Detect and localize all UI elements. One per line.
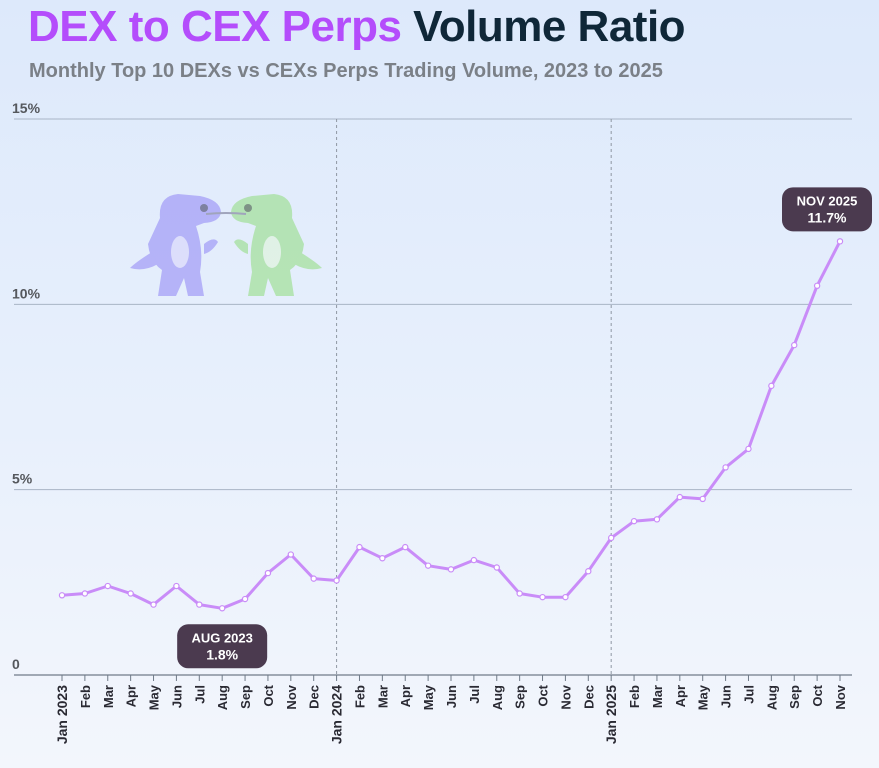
- x-tick-label: Feb: [352, 685, 367, 708]
- data-point: [447, 566, 455, 573]
- data-point: [585, 568, 592, 575]
- data-point: [813, 282, 821, 289]
- data-point: [402, 543, 409, 551]
- callout-month: AUG 2023: [191, 630, 252, 645]
- data-point: [150, 601, 157, 608]
- data-point: [379, 555, 386, 562]
- x-tick-label: Apr: [673, 685, 688, 707]
- callout-value: 1.8%: [206, 646, 238, 662]
- x-tick-label: Jan 2024: [329, 685, 345, 744]
- x-tick-label: Jun: [169, 685, 184, 708]
- data-point: [333, 577, 340, 584]
- x-tick-label: Sep: [238, 685, 253, 709]
- callout-box: [177, 624, 268, 669]
- x-tick-label: Mar: [650, 685, 665, 708]
- data-point: [81, 590, 89, 597]
- data-point: [791, 341, 798, 349]
- callout-box: [782, 187, 872, 232]
- x-tick-label: Nov: [558, 684, 573, 709]
- data-point: [356, 543, 363, 551]
- data-point: [836, 238, 844, 245]
- x-tick-label: Sep: [787, 685, 802, 709]
- data-point: [493, 564, 500, 571]
- data-point: [241, 595, 249, 603]
- data-point: [424, 562, 432, 569]
- series-line-path: [60, 239, 842, 610]
- chart-subtitle: Monthly Top 10 DEXs vs CEXs Perps Tradin…: [29, 60, 663, 82]
- data-point: [264, 569, 272, 577]
- callout-value: 11.7%: [808, 209, 847, 225]
- data-points: [58, 238, 844, 612]
- data-point: [127, 590, 134, 597]
- x-tick-label: Dec: [581, 685, 596, 709]
- y-tick-label: 15%: [12, 100, 41, 116]
- x-axis: Jan 2023 Feb Mar Apr May Jun Jul Aug Sep Oct Nov De…: [54, 675, 848, 744]
- y-tick-label: 0: [12, 656, 20, 672]
- x-tick-label: Jul: [741, 685, 756, 704]
- x-tick-label: Apr: [398, 685, 413, 707]
- title-rest: Volume Ratio: [413, 2, 686, 51]
- data-point: [699, 495, 706, 503]
- x-tick-label: Oct: [261, 684, 276, 706]
- x-tick-label: May: [147, 684, 162, 710]
- x-tick-label: Dec: [307, 685, 322, 709]
- data-point: [607, 534, 615, 542]
- x-tick-label: Feb: [78, 685, 93, 708]
- data-point: [630, 517, 638, 525]
- x-tick-label: Oct: [536, 684, 551, 706]
- grid-lines: [14, 118, 852, 676]
- x-tick-label: Jan 2023: [54, 685, 70, 744]
- x-tick-label: May: [421, 684, 436, 710]
- x-tick-label: Oct: [810, 684, 825, 706]
- x-tick-label: Mar: [101, 685, 116, 708]
- data-point: [470, 556, 478, 564]
- x-tick-label: Jun: [719, 685, 734, 708]
- data-point: [173, 582, 180, 590]
- x-tick-label: Mar: [375, 685, 390, 708]
- data-point: [722, 464, 729, 471]
- data-point: [562, 593, 569, 601]
- data-point: [539, 593, 546, 601]
- x-tick-label: Jun: [444, 685, 459, 708]
- callout-month: NOV 2025: [797, 193, 858, 208]
- data-point: [196, 601, 203, 608]
- data-point: [310, 575, 317, 582]
- dino-mascot-icon: [130, 194, 322, 296]
- y-tick-label: 5%: [12, 471, 33, 487]
- x-tick-label: Jan 2025: [603, 685, 619, 744]
- y-axis-labels: 0 5% 10% 15%: [12, 100, 41, 672]
- x-tick-label: Nov: [284, 684, 299, 709]
- x-tick-label: Sep: [513, 685, 528, 709]
- x-tick-label: Aug: [215, 685, 230, 710]
- y-tick-label: 10%: [12, 285, 41, 301]
- data-point: [768, 382, 775, 390]
- x-tick-label: Jul: [467, 685, 482, 704]
- series-line: [60, 239, 842, 610]
- data-point: [676, 493, 684, 501]
- x-tick-label: Nov: [833, 684, 848, 709]
- x-tick-label: Aug: [764, 685, 779, 710]
- x-tick-label: Apr: [124, 685, 139, 707]
- data-point: [516, 590, 523, 597]
- data-point: [653, 516, 661, 523]
- x-tick-label: May: [696, 684, 711, 710]
- data-point: [58, 592, 66, 599]
- data-point: [104, 582, 111, 590]
- data-point: [745, 445, 752, 453]
- x-tick-label: Aug: [490, 685, 505, 710]
- data-point: [218, 605, 226, 612]
- x-tick-label: Feb: [627, 685, 642, 708]
- chart-title: DEX to CEX Perps Volume Ratio: [28, 2, 686, 52]
- title-accent: DEX to CEX Perps: [28, 2, 402, 51]
- data-point: [287, 551, 295, 558]
- x-tick-label: Jul: [192, 685, 207, 704]
